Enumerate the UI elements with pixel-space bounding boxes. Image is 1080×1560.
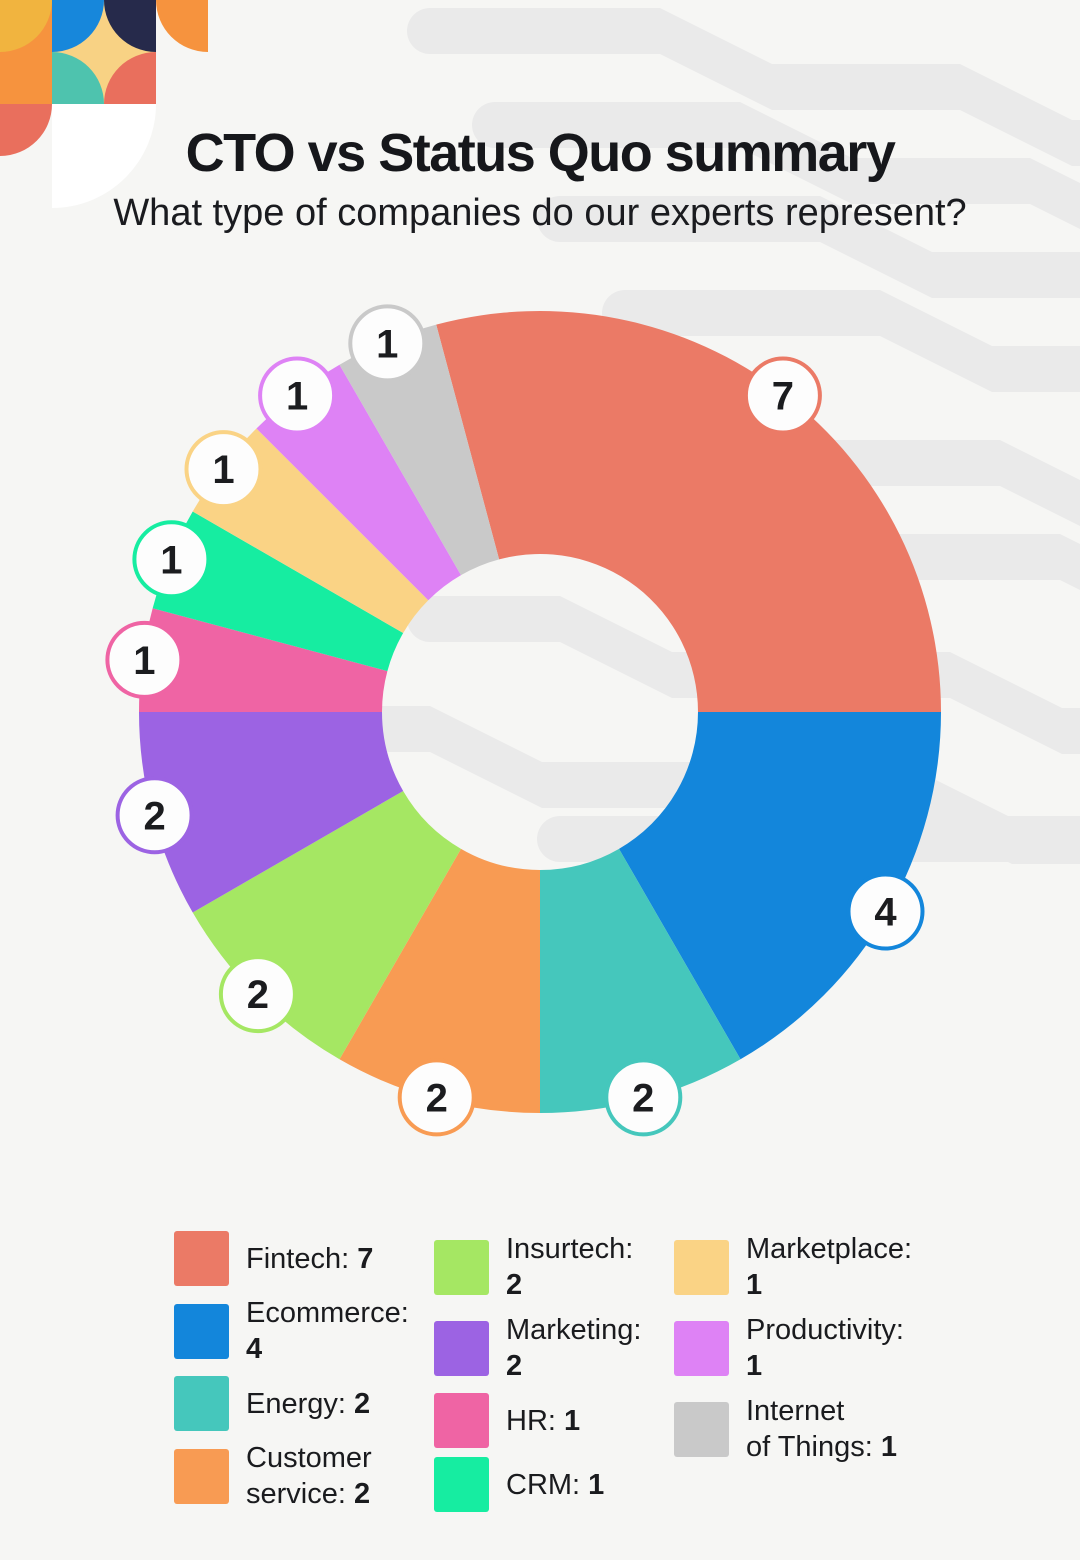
legend-label: Marketing: 2 xyxy=(506,1314,642,1382)
legend-item: Insurtech: 2 xyxy=(434,1231,641,1303)
legend-item: Fintech: 7 xyxy=(174,1231,409,1286)
legend-label: HR: 1 xyxy=(506,1404,581,1437)
legend-item: Customer service: 2 xyxy=(174,1440,409,1512)
legend-column-1: Fintech: 7 Ecommerce: 4 Energy: 2 Customer … xyxy=(174,1231,409,1512)
page-title: CTO vs Status Quo summary xyxy=(185,123,896,183)
legend-swatch xyxy=(434,1320,489,1376)
background-stripe xyxy=(537,196,1080,298)
donut-segment-crm xyxy=(152,511,404,672)
value-badge-energy: 2 xyxy=(604,1058,683,1137)
legend-swatch xyxy=(434,1393,489,1448)
donut-segment-internet-of-things xyxy=(339,324,500,576)
legend-swatch xyxy=(434,1457,489,1512)
legend-item: Marketing: 2 xyxy=(434,1312,641,1384)
donut-segment-fintech xyxy=(436,310,941,712)
badge-circle xyxy=(258,356,337,435)
badge-circle xyxy=(184,430,263,509)
badge-value: 2 xyxy=(143,794,165,838)
value-badge-internet-of-things: 1 xyxy=(348,304,427,383)
legend-label: Internet of Things: 1 xyxy=(746,1395,898,1463)
badge-value: 2 xyxy=(632,1076,654,1120)
legend-label: Customer service: 2 xyxy=(246,1442,372,1510)
legend-item: Productivity: 1 xyxy=(674,1312,912,1384)
value-badge-marketplace: 1 xyxy=(184,430,263,509)
legend-swatch xyxy=(174,1303,229,1359)
background-stripe xyxy=(472,102,1080,229)
legend-label: Productivity: 1 xyxy=(746,1314,904,1382)
badge-value: 2 xyxy=(247,973,269,1017)
value-badge-insurtech: 2 xyxy=(218,955,297,1034)
badge-circle xyxy=(218,955,297,1034)
badge-value: 1 xyxy=(212,448,234,492)
legend-item: HR: 1 xyxy=(434,1393,641,1448)
donut-segment-marketing xyxy=(139,712,404,913)
legend-swatch xyxy=(434,1239,489,1295)
legend-column-3: Marketplace: 1 Productivity: 1 Internet of… xyxy=(674,1231,912,1465)
legend-label: Marketplace: 1 xyxy=(746,1233,913,1301)
value-badge-crm: 1 xyxy=(132,520,211,599)
badge-circle xyxy=(105,620,184,699)
value-badge-fintech: 7 xyxy=(743,356,822,435)
badge-circle xyxy=(743,356,822,435)
background-stripe xyxy=(407,8,1080,166)
legend-swatch xyxy=(674,1320,729,1376)
value-badge-productivity: 1 xyxy=(258,356,337,435)
legend-label: Insurtech: 2 xyxy=(506,1233,634,1301)
badge-value: 1 xyxy=(376,322,398,366)
badge-value: 2 xyxy=(426,1076,448,1120)
donut-segment-hr xyxy=(139,608,388,712)
badge-circle xyxy=(132,520,211,599)
badge-value: 7 xyxy=(772,375,794,419)
legend-label: Fintech: 7 xyxy=(246,1242,374,1275)
value-badge-hr: 1 xyxy=(105,620,184,699)
badge-circle xyxy=(397,1058,476,1137)
value-badge-ecommerce: 4 xyxy=(846,872,925,951)
background-stripe xyxy=(602,290,1080,392)
donut-segment-ecommerce xyxy=(619,712,942,1060)
legend-item: CRM: 1 xyxy=(434,1457,641,1512)
donut-segment-energy xyxy=(540,848,741,1113)
legend-item: Internet of Things: 1 xyxy=(674,1393,912,1465)
badge-circle xyxy=(604,1058,683,1137)
legend-column-2: Insurtech: 2 Marketing: 2 HR: 1 CRM: 1 xyxy=(434,1231,641,1512)
donut-chart: 7 4 2 2 2 2 1 1 1 1 1 xyxy=(105,304,942,1137)
badge-circle xyxy=(348,304,427,383)
badge-value: 1 xyxy=(133,639,155,683)
legend-label: Ecommerce: 4 xyxy=(246,1297,409,1365)
page-subtitle: What type of companies do our experts re… xyxy=(113,192,967,234)
legend-item: Ecommerce: 4 xyxy=(174,1295,409,1367)
badge-circle xyxy=(115,776,194,855)
badge-value: 4 xyxy=(874,891,897,935)
donut-segment-customer-service xyxy=(339,848,540,1114)
legend-swatch xyxy=(174,1448,229,1504)
legend-label: CRM: 1 xyxy=(506,1468,605,1501)
legend-swatch xyxy=(174,1231,229,1286)
badge-value: 1 xyxy=(160,538,182,582)
legend-item: Marketplace: 1 xyxy=(674,1231,912,1303)
legend-label: Energy: 2 xyxy=(246,1387,371,1420)
legend-swatch xyxy=(174,1376,229,1431)
value-badge-marketing: 2 xyxy=(115,776,194,855)
badge-circle xyxy=(846,872,925,951)
legend-item: Energy: 2 xyxy=(174,1376,409,1431)
badge-value: 1 xyxy=(286,375,308,419)
legend-swatch xyxy=(674,1239,729,1295)
value-badge-customer-service: 2 xyxy=(397,1058,476,1137)
legend-swatch xyxy=(674,1401,729,1457)
